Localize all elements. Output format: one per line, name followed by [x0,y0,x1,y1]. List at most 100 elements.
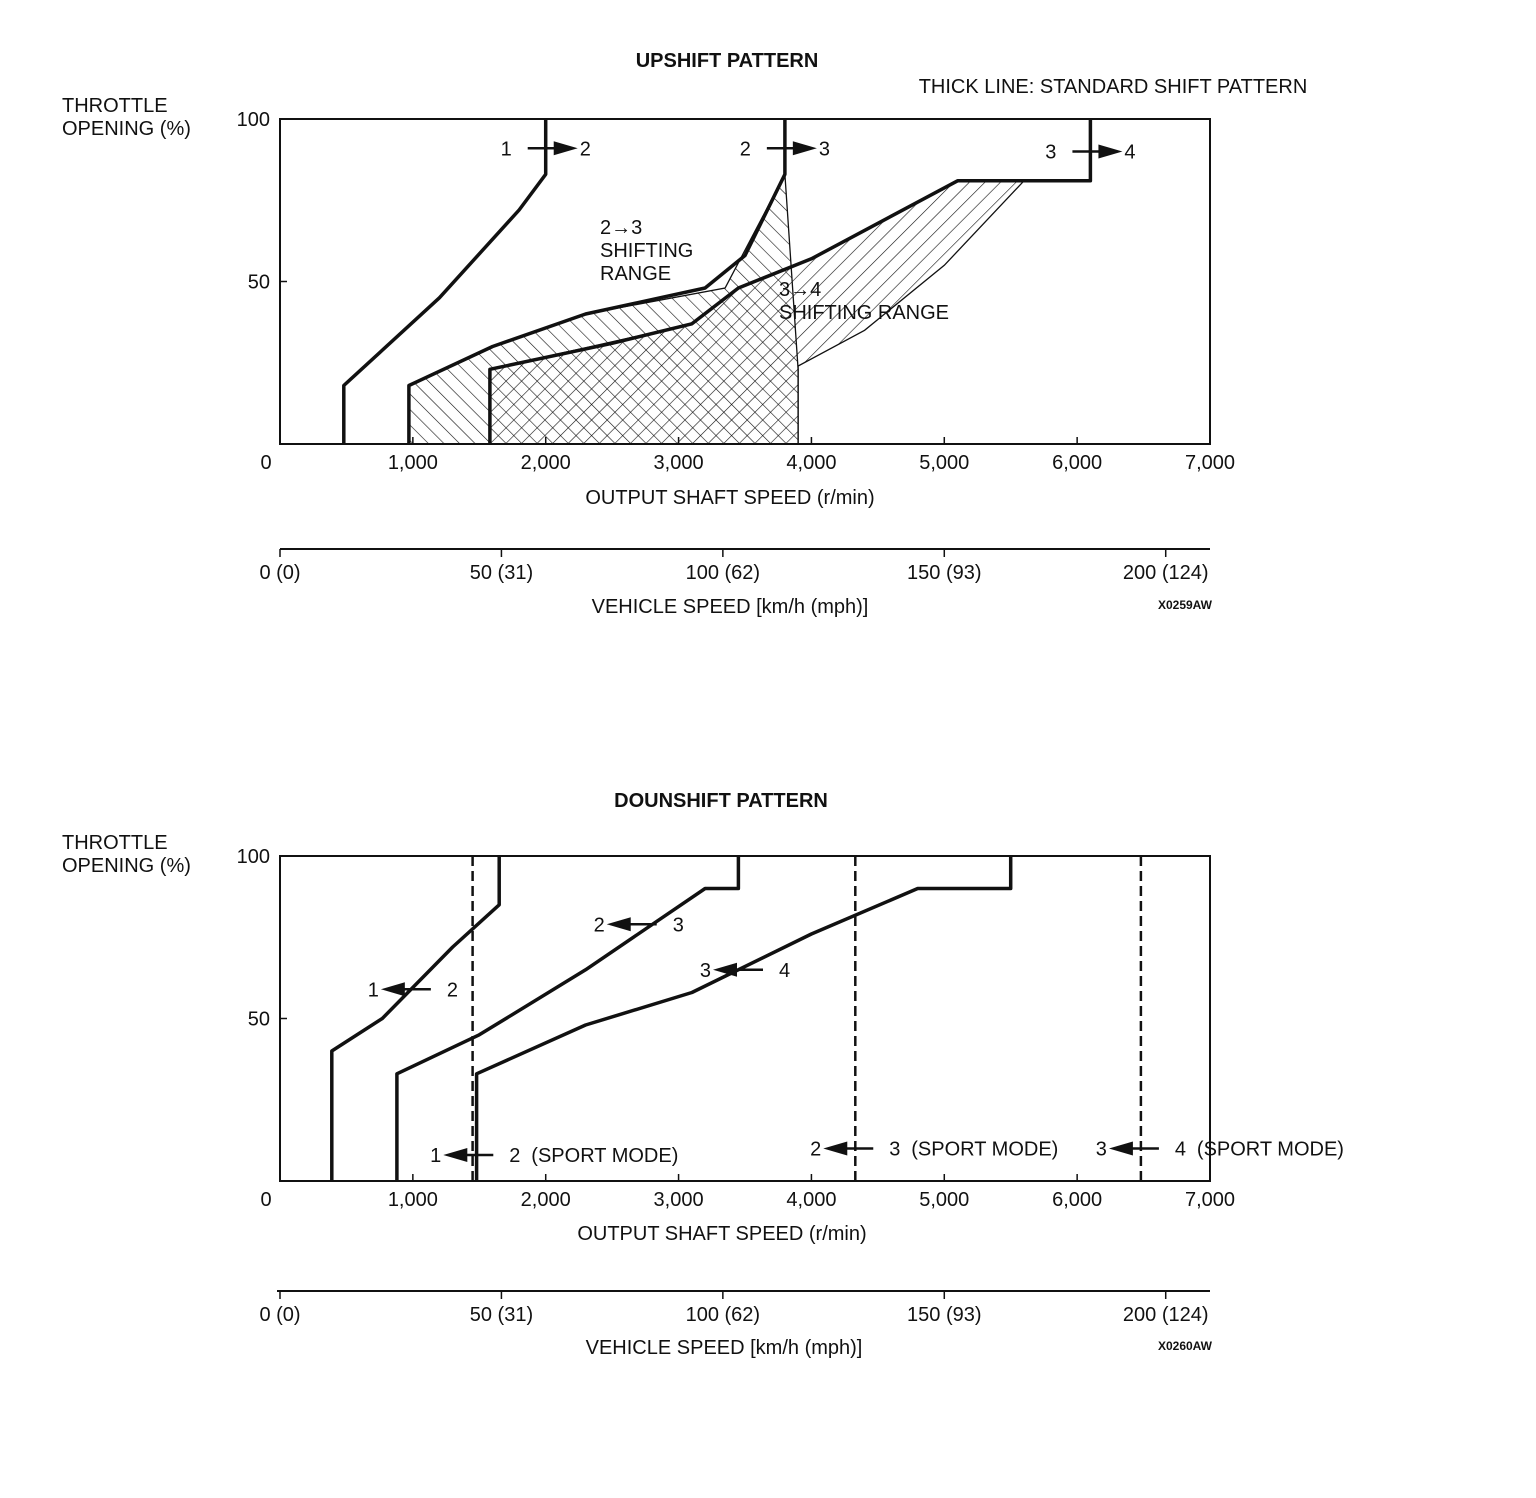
downshift-annotations: 1 22 33 41 2 (SPORT MODE) 2 3 (SPORT MODE) 3 4 (SPO… [368,914,1344,1167]
downshift-plot-frame [279,855,1211,1182]
x2-tick-label: 0 (0) [259,562,300,584]
annotation-to: 3 [819,138,830,160]
x2-tick-label: 100 (62) [686,562,761,584]
annotation-to: 3 [889,1139,900,1161]
x-tick-label: 0 [260,452,271,474]
series-1-2 [342,119,548,444]
x-tick-label: 0 [260,1189,271,1211]
y-tick-label: 50 [248,1009,270,1031]
annotation-suffix: (SPORT MODE) [1197,1139,1344,1161]
downshift-axis-ticks: 0 1,000 2,000 3,000 4,000 5,000 6,000 7,000 50 10… [237,846,1235,1211]
upshift-subtitle: THICK LINE: STANDARD SHIFT PATTERN [919,76,1308,98]
y-tick-label: 100 [237,109,270,131]
annotation-to: 2 [580,138,591,160]
arrow-head-icon [1108,1141,1133,1156]
upshift-title: UPSHIFT PATTERN [636,50,819,72]
upshift-series [342,119,1093,444]
upshift-range23-line1: 2→3 [600,217,642,239]
annotation-to: 2 [509,1145,520,1167]
upshift-vehicle-speed-ticks: 0 (0) 50 (31) 100 (62) 150 (93) 200 (124) [259,549,1209,584]
annotation-from: 2 [810,1139,821,1161]
arrow-head-icon [553,141,578,156]
x2-tick-label: 50 (31) [470,1304,533,1326]
upshift-range23-line2: SHIFTING [600,240,693,262]
x2-tick-label: 200 (124) [1123,1304,1209,1326]
annotation-to: 4 [1175,1139,1186,1161]
series-3-4 [474,856,1013,1181]
x-tick-label: 2,000 [521,452,571,474]
arrow-head-icon [792,141,817,156]
x2-tick-label: 150 (93) [907,1304,982,1326]
upshift-ylabel-line2: OPENING (%) [62,118,191,140]
arrow-head-icon [380,982,405,997]
annotation-from: 2 [740,138,751,160]
arrow-head-icon [606,917,631,932]
x-tick-label: 7,000 [1185,1189,1235,1211]
upshift-range34-line2: SHIFTING RANGE [779,302,949,324]
annotation-suffix: (SPORT MODE) [531,1145,678,1167]
x-tick-label: 5,000 [919,1189,969,1211]
upshift-chart: UPSHIFT PATTERN THICK LINE: STANDARD SHI… [62,50,1307,618]
arrow-head-icon [1098,144,1123,159]
annotation-from: 2 [594,914,605,936]
annotation-to: 4 [779,960,790,982]
series-1-2 [330,856,501,1181]
y-tick-label: 100 [237,846,270,868]
x2-tick-label: 100 (62) [686,1304,761,1326]
x-tick-label: 3,000 [654,452,704,474]
x2-tick-label: 0 (0) [259,1304,300,1326]
arrow-head-icon [443,1148,468,1162]
x-tick-label: 2,000 [521,1189,571,1211]
arrow-head-icon [713,962,737,977]
x2-tick-label: 50 (31) [470,562,533,584]
x-tick-label: 3,000 [654,1189,704,1211]
annotation-from: 3 [700,960,711,982]
downshift-ylabel-line2: OPENING (%) [62,855,191,877]
upshift-ylabel-line1: THROTTLE [62,95,168,117]
x-tick-label: 7,000 [1185,452,1235,474]
upshift-figure-code: X0259AW [1158,598,1213,612]
upshift-range23-line3: RANGE [600,263,671,285]
annotation-to: 4 [1124,142,1135,164]
annotation-to: 2 [447,979,458,1001]
annotation-from: 3 [1096,1139,1107,1161]
upshift-axis-ticks: 0 1,000 2,000 3,000 4,000 5,000 6,000 7,000 50 10… [237,109,1235,474]
x-tick-label: 6,000 [1052,452,1102,474]
downshift-figure-code: X0260AW [1158,1339,1213,1353]
annotation-from: 3 [1045,142,1056,164]
downshift-x2label: VEHICLE SPEED [km/h (mph)] [586,1337,863,1359]
upshift-xlabel: OUTPUT SHAFT SPEED (r/min) [585,487,874,509]
upshift-range34-line1: 3→4 [779,279,821,301]
annotation-from: 1 [430,1145,441,1167]
downshift-title: DOUNSHIFT PATTERN [614,790,828,812]
annotation-from: 1 [368,979,379,1001]
shift-annotation-3-4-sport: 3 4 (SPORT MODE) [1096,1139,1344,1161]
arrow-head-icon [823,1141,848,1156]
x2-tick-label: 200 (124) [1123,562,1209,584]
downshift-xlabel: OUTPUT SHAFT SPEED (r/min) [577,1223,866,1245]
downshift-series [330,856,1143,1181]
shift-annotation-1-2-sport: 1 2 (SPORT MODE) [430,1145,678,1167]
annotation-to: 3 [673,914,684,936]
upshift-x2label: VEHICLE SPEED [km/h (mph)] [592,596,869,618]
series-2-3 [407,119,787,444]
series-3-4 [488,119,1093,444]
annotation-from: 1 [501,138,512,160]
x-tick-label: 1,000 [388,452,438,474]
x-tick-label: 5,000 [919,452,969,474]
downshift-ylabel-line1: THROTTLE [62,832,168,854]
x-tick-label: 1,000 [388,1189,438,1211]
series-2-3 [395,856,741,1181]
x-tick-label: 4,000 [786,452,836,474]
x-tick-label: 6,000 [1052,1189,1102,1211]
annotation-suffix: (SPORT MODE) [911,1139,1058,1161]
x-tick-label: 4,000 [786,1189,836,1211]
y-tick-label: 50 [248,272,270,294]
